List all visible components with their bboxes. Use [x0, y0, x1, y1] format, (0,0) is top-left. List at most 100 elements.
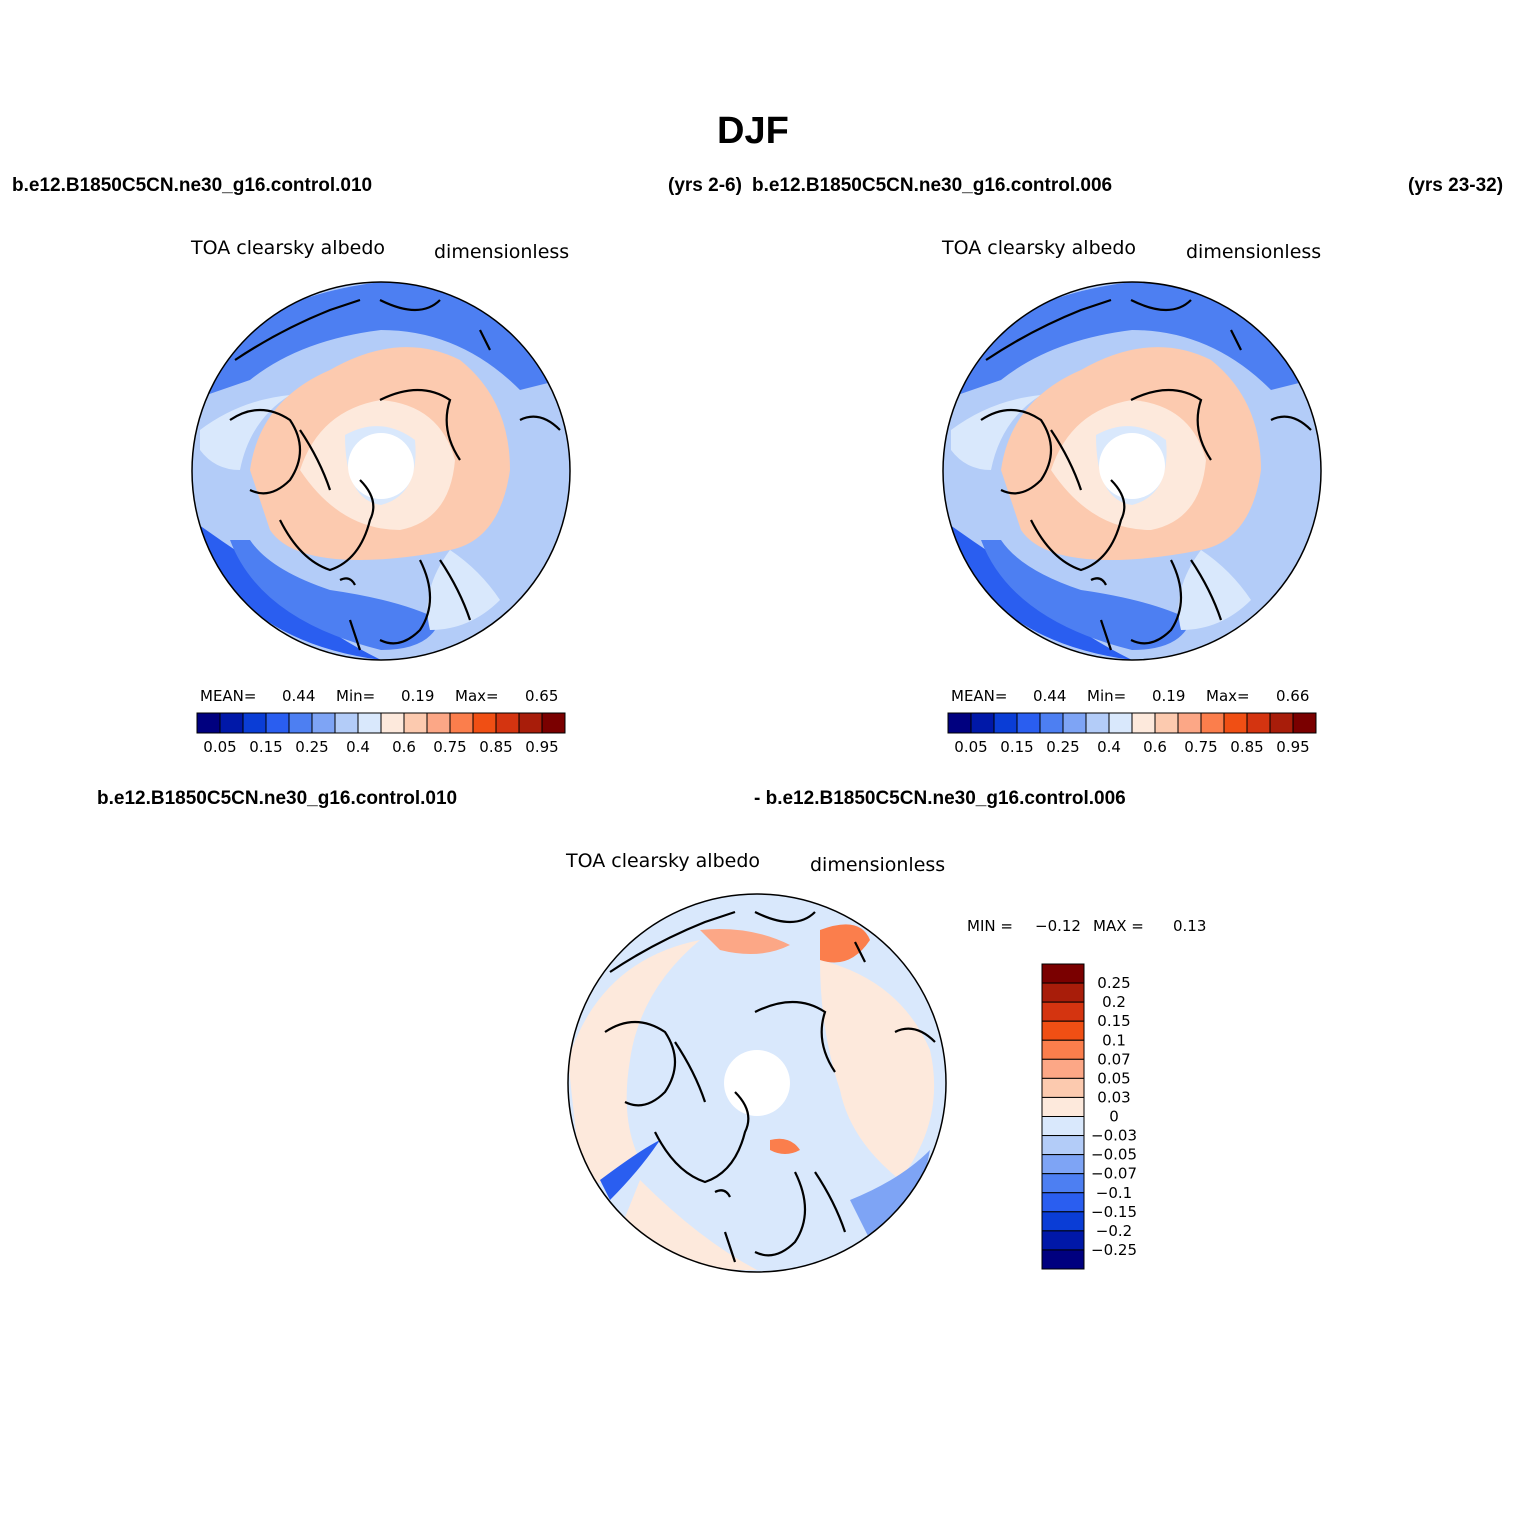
- panel3-colorbar-tick-label: 0.25: [1097, 974, 1130, 992]
- panel1-colorbar-tick-label: 0.4: [346, 738, 370, 756]
- panel2-colorbar-box: [1200, 712, 1225, 734]
- panel1-map-border: [191, 281, 571, 661]
- panel3-coastlines: [604, 910, 936, 1263]
- panel3-min: −0.12: [1035, 917, 1081, 935]
- panel1-colorbar-box: [426, 712, 451, 734]
- panel3-warm-band: [700, 929, 790, 954]
- panel1-colorbar-box: [495, 712, 520, 734]
- panel3-min-label: MIN =: [967, 917, 1013, 935]
- panel1-colorbar-box: [334, 712, 359, 734]
- panel1-mean-label: MEAN=: [200, 687, 257, 705]
- panel1-colorbar-box: [541, 712, 566, 734]
- panel2-colorbar-box: [1292, 712, 1317, 734]
- panel3-colorbar-box: [1041, 1135, 1085, 1156]
- panel3-max-label: MAX =: [1093, 917, 1144, 935]
- panel2-colorbar-tick-label: 0.25: [1046, 738, 1079, 756]
- panel2-min-label: Min=: [1087, 687, 1127, 705]
- panel1-colorbar-tick-label: 0.95: [525, 738, 558, 756]
- panel2-colorbar-tick-label: 0.95: [1276, 738, 1309, 756]
- panel2-colorbar-box: [1062, 712, 1087, 734]
- panel2-colorbar-box: [1085, 712, 1110, 734]
- panel2-colorbar-box: [1269, 712, 1294, 734]
- panel3-warm-core: [820, 924, 870, 963]
- panel2-north-pacific-field: [943, 282, 1311, 400]
- panel2-colorbar-box: [1223, 712, 1248, 734]
- case1-label: b.e12.B1850C5CN.ne30_g16.control.010: [12, 175, 373, 196]
- panel1-colorbar-box: [196, 712, 221, 734]
- panel2-colorbar-box: [1246, 712, 1271, 734]
- panel1-mean: 0.44: [282, 687, 316, 705]
- diff-case2-label: - b.e12.B1850C5CN.ne30_g16.control.006: [754, 788, 1126, 809]
- panel2-map-border: [942, 281, 1322, 661]
- panel3-map-border: [567, 893, 947, 1273]
- panel3-colorbar-box: [1041, 1249, 1085, 1270]
- panel3-colorbar-tick-label: −0.07: [1091, 1165, 1137, 1183]
- panel3-polar-hole: [724, 1050, 790, 1116]
- panel2-colorbar-box: [1016, 712, 1041, 734]
- panel3-max: 0.13: [1173, 917, 1207, 935]
- panel2-colorbar: 0.05 0.15 0.25 0.4 0.6 0.75 0.85 0.95: [947, 712, 1317, 756]
- panel2-colorbar-tick-label: 0.75: [1184, 738, 1217, 756]
- panel3-colorbar-box: [1041, 1154, 1085, 1175]
- panel2-colorbar-box: [1108, 712, 1133, 734]
- panel1-coastlines: [229, 298, 561, 651]
- panel2-colorbar-box: [1177, 712, 1202, 734]
- panel2-colorbar-box: [1154, 712, 1179, 734]
- panel1-polar-hole: [348, 433, 414, 499]
- panel1-min: 0.19: [401, 687, 435, 705]
- panel2-min: 0.19: [1152, 687, 1186, 705]
- panel1-colorbar-box: [242, 712, 267, 734]
- panel1-min-label: Min=: [336, 687, 376, 705]
- panel1-variable: TOA clearsky albedo: [191, 237, 385, 259]
- panel3-colorbar-box: [1041, 963, 1085, 984]
- panel3-colorbar-tick-label: 0.05: [1097, 1069, 1130, 1087]
- panel1-colorbar-box: [449, 712, 474, 734]
- panel3-colorbar-tick-label: 0.03: [1097, 1088, 1130, 1106]
- panel1-colorbar-box: [311, 712, 336, 734]
- case1-years: (yrs 2-6): [668, 175, 742, 196]
- panel2-colorbar-box: [993, 712, 1018, 734]
- panel3-colorbar: 0.250.20.150.10.070.050.030−0.03−0.05−0.…: [1041, 963, 1137, 1270]
- panel1-colorbar-box: [472, 712, 497, 734]
- panel3-colorbar-tick-label: 0: [1109, 1108, 1119, 1126]
- page-title: DJF: [717, 110, 789, 152]
- panel1-colorbar-tick-label: 0.05: [203, 738, 236, 756]
- panel2-max: 0.66: [1276, 687, 1310, 705]
- panel1-colorbar: 0.05 0.15 0.25 0.4 0.6 0.75 0.85 0.95: [196, 712, 566, 756]
- panel2-atlantic-field: [981, 540, 1191, 650]
- panel3-colorbar-box: [1041, 1020, 1085, 1041]
- panel1-colorbar-box: [357, 712, 382, 734]
- panel3-siberia-field: [820, 960, 935, 1180]
- panel1-colorbar-box: [403, 712, 428, 734]
- panel1-colorbar-box: [219, 712, 244, 734]
- panel3-colorbar-tick-label: −0.03: [1091, 1127, 1137, 1145]
- panel2-units: dimensionless: [1186, 241, 1322, 263]
- panel3-warm-spot: [770, 1138, 800, 1154]
- panel3-colorbar-box: [1041, 1211, 1085, 1232]
- panel3-colorbar-tick-label: −0.2: [1096, 1222, 1132, 1240]
- panel1-colorbar-box: [518, 712, 543, 734]
- panel3-colorbar-tick-label: 0.2: [1102, 993, 1126, 1011]
- panel3-colorbar-box: [1041, 1192, 1085, 1213]
- panel3-colorbar-tick-label: 0.15: [1097, 1012, 1130, 1030]
- panel2-polar-hole: [1099, 433, 1165, 499]
- panel3-units: dimensionless: [810, 854, 946, 876]
- panel2-colorbar-tick-label: 0.6: [1143, 738, 1167, 756]
- panel3-colorbar-box: [1041, 1077, 1085, 1098]
- panel2-max-label: Max=: [1206, 687, 1250, 705]
- panel3-colorbar-tick-label: 0.1: [1102, 1031, 1126, 1049]
- panel2-map: [942, 281, 1322, 661]
- case2-years: (yrs 23-32): [1408, 175, 1504, 196]
- panel3-pacific-field: [568, 940, 700, 1183]
- panel1-atlantic-field: [230, 540, 440, 650]
- panel1-colorbar-box: [380, 712, 405, 734]
- panel1-colorbar-tick-label: 0.25: [295, 738, 328, 756]
- panel2-pacific-light-field: [951, 395, 1041, 470]
- panel1-map: [191, 281, 571, 661]
- panel3-colorbar-box: [1041, 1096, 1085, 1117]
- panel3-colorbar-box: [1041, 1001, 1085, 1022]
- panel3-colorbar-box: [1041, 1116, 1085, 1137]
- panel1-colorbar-box: [288, 712, 313, 734]
- case2-label: b.e12.B1850C5CN.ne30_g16.control.006: [752, 175, 1113, 196]
